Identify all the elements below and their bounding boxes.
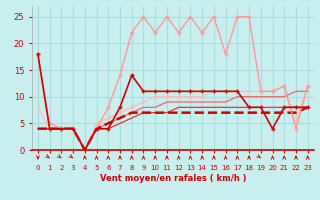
X-axis label: Vent moyen/en rafales ( km/h ): Vent moyen/en rafales ( km/h ) xyxy=(100,174,246,183)
